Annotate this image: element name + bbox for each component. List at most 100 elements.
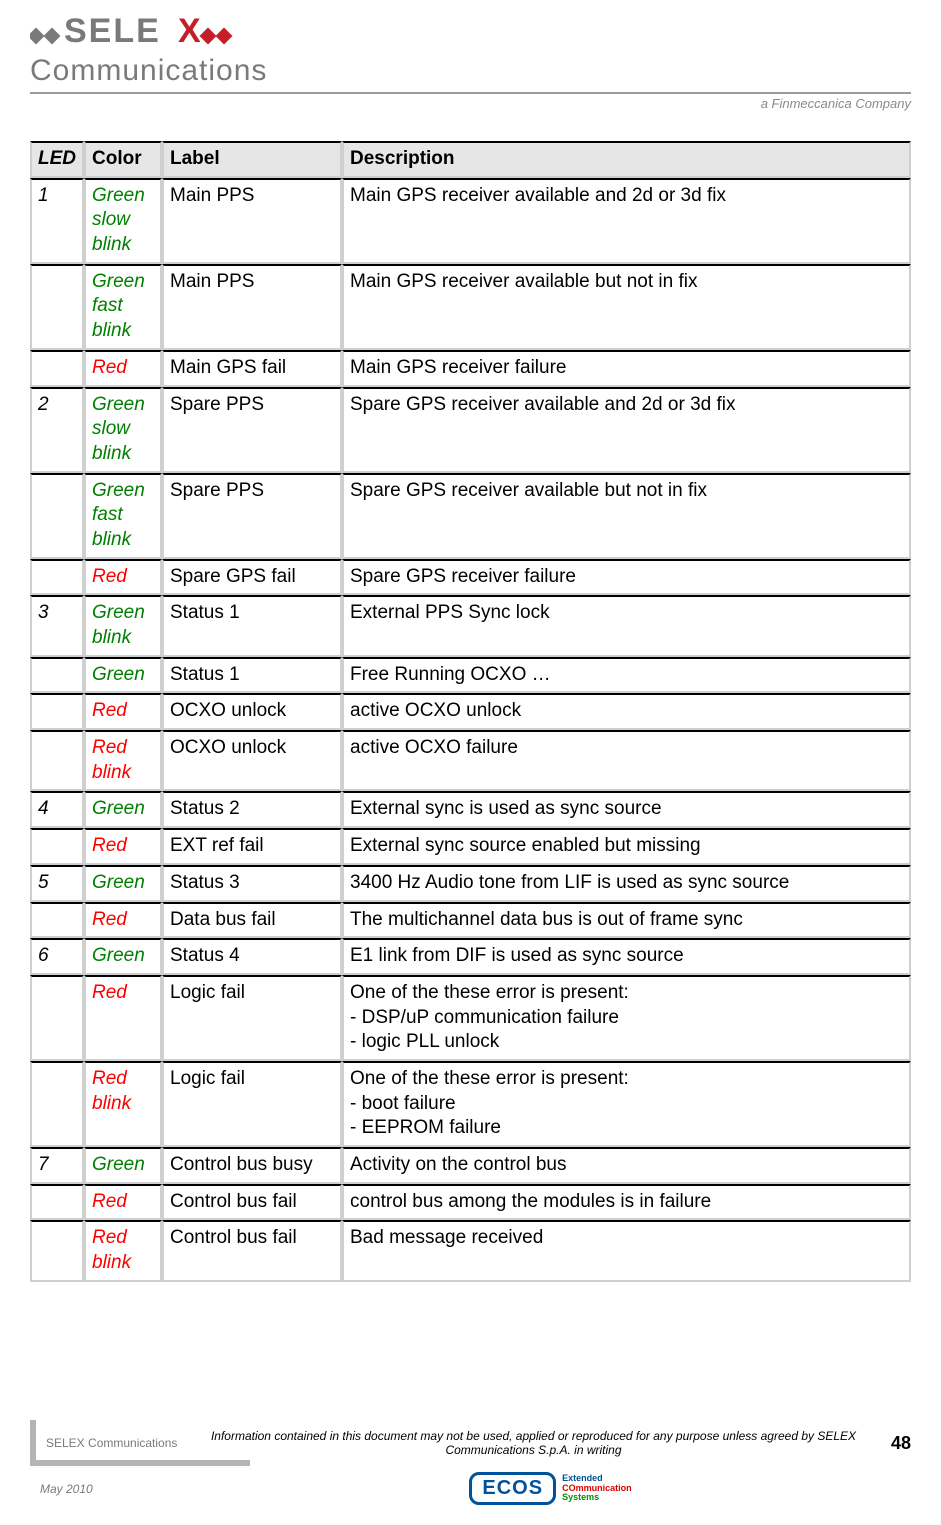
cell-led: 6 [30, 938, 84, 975]
brand-subtitle: Communications [30, 56, 267, 86]
table-row: RedMain GPS failMain GPS receiver failur… [30, 350, 911, 387]
cell-label: Control bus fail [162, 1220, 342, 1281]
cell-label: OCXO unlock [162, 730, 342, 791]
header-logo-block: SELE X Communications [30, 10, 911, 86]
table-row: Green fast blinkMain PPSMain GPS receive… [30, 264, 911, 350]
table-row: Red blinkLogic failOne of the these erro… [30, 1061, 911, 1147]
cell-label: Status 2 [162, 791, 342, 828]
cell-label: Status 1 [162, 657, 342, 694]
cell-label: Logic fail [162, 975, 342, 1061]
cell-label: Status 1 [162, 595, 342, 656]
ecos-badge-text: ECOS [469, 1472, 556, 1505]
table-row: 2Green slow blinkSpare PPSSpare GPS rece… [30, 387, 911, 473]
table-row: 7GreenControl bus busyActivity on the co… [30, 1147, 911, 1184]
ecos-l3: Systems [562, 1492, 599, 1502]
footer-notice: Information contained in this document m… [196, 1429, 871, 1457]
table-row: 5GreenStatus 33400 Hz Audio tone from LI… [30, 865, 911, 902]
cell-description: The multichannel data bus is out of fram… [342, 902, 911, 939]
selex-logo-svg: SELE X [30, 10, 240, 50]
cell-description: Free Running OCXO … [342, 657, 911, 694]
ecos-l1: Extended [562, 1473, 603, 1483]
cell-led [30, 657, 84, 694]
footer-company: SELEX Communications [36, 1436, 196, 1450]
table-row: RedLogic failOne of the these error is p… [30, 975, 911, 1061]
table-row: 1Green slow blinkMain PPSMain GPS receiv… [30, 178, 911, 264]
svg-text:SELE: SELE [64, 12, 161, 50]
ecos-side-text: Extended COmmunication Systems [562, 1474, 632, 1504]
cell-label: Main PPS [162, 264, 342, 350]
cell-description: One of the these error is present: - DSP… [342, 975, 911, 1061]
cell-label: Logic fail [162, 1061, 342, 1147]
cell-color: Green fast blink [84, 264, 162, 350]
cell-description: Main GPS receiver available but not in f… [342, 264, 911, 350]
table-row: Red blinkOCXO unlockactive OCXO failure [30, 730, 911, 791]
table-row: RedControl bus failcontrol bus among the… [30, 1184, 911, 1221]
svg-text:X: X [178, 12, 203, 50]
cell-description: E1 link from DIF is used as sync source [342, 938, 911, 975]
cell-label: OCXO unlock [162, 693, 342, 730]
table-row: 4GreenStatus 2External sync is used as s… [30, 791, 911, 828]
cell-led [30, 350, 84, 387]
header-divider [30, 92, 911, 94]
cell-description: Spare GPS receiver failure [342, 559, 911, 596]
cell-description: Main GPS receiver failure [342, 350, 911, 387]
led-status-table: LED Color Label Description 1Green slow … [30, 141, 911, 1282]
cell-label: EXT ref fail [162, 828, 342, 865]
cell-label: Status 3 [162, 865, 342, 902]
cell-led: 2 [30, 387, 84, 473]
col-led: LED [30, 141, 84, 178]
cell-color: Red blink [84, 730, 162, 791]
table-row: GreenStatus 1Free Running OCXO … [30, 657, 911, 694]
cell-label: Control bus busy [162, 1147, 342, 1184]
cell-led [30, 264, 84, 350]
cell-led [30, 1220, 84, 1281]
cell-color: Green [84, 865, 162, 902]
table-row: RedSpare GPS failSpare GPS receiver fail… [30, 559, 911, 596]
cell-description: Spare GPS receiver available and 2d or 3… [342, 387, 911, 473]
cell-description: Spare GPS receiver available but not in … [342, 473, 911, 559]
cell-color: Green [84, 791, 162, 828]
footer-page-number: 48 [871, 1433, 911, 1454]
cell-description: Main GPS receiver available and 2d or 3d… [342, 178, 911, 264]
cell-led [30, 1061, 84, 1147]
cell-led: 7 [30, 1147, 84, 1184]
tagline: a Finmeccanica Company [30, 96, 911, 111]
cell-description: 3400 Hz Audio tone from LIF is used as s… [342, 865, 911, 902]
cell-color: Red [84, 350, 162, 387]
cell-led [30, 559, 84, 596]
cell-color: Red blink [84, 1220, 162, 1281]
cell-color: Red blink [84, 1061, 162, 1147]
cell-led [30, 828, 84, 865]
cell-led [30, 473, 84, 559]
cell-color: Red [84, 828, 162, 865]
cell-description: active OCXO failure [342, 730, 911, 791]
cell-color: Green fast blink [84, 473, 162, 559]
table-row: RedData bus failThe multichannel data bu… [30, 902, 911, 939]
cell-label: Spare GPS fail [162, 559, 342, 596]
cell-color: Red [84, 559, 162, 596]
cell-label: Spare PPS [162, 473, 342, 559]
cell-description: One of the these error is present: - boo… [342, 1061, 911, 1147]
cell-led [30, 730, 84, 791]
cell-label: Status 4 [162, 938, 342, 975]
cell-label: Spare PPS [162, 387, 342, 473]
footer-date: May 2010 [30, 1482, 190, 1496]
cell-color: Red [84, 1184, 162, 1221]
cell-description: External PPS Sync lock [342, 595, 911, 656]
table-row: 3Green blinkStatus 1External PPS Sync lo… [30, 595, 911, 656]
cell-color: Green [84, 1147, 162, 1184]
cell-color: Green slow blink [84, 178, 162, 264]
selex-logo: SELE X Communications [30, 10, 267, 86]
cell-description: control bus among the modules is in fail… [342, 1184, 911, 1221]
col-desc: Description [342, 141, 911, 178]
cell-led: 4 [30, 791, 84, 828]
cell-color: Green slow blink [84, 387, 162, 473]
cell-led: 3 [30, 595, 84, 656]
cell-led: 5 [30, 865, 84, 902]
cell-led [30, 1184, 84, 1221]
cell-color: Red [84, 902, 162, 939]
cell-label: Main GPS fail [162, 350, 342, 387]
table-row: 6GreenStatus 4E1 link from DIF is used a… [30, 938, 911, 975]
ecos-badge: ECOS Extended COmmunication Systems [469, 1472, 631, 1505]
cell-label: Data bus fail [162, 902, 342, 939]
